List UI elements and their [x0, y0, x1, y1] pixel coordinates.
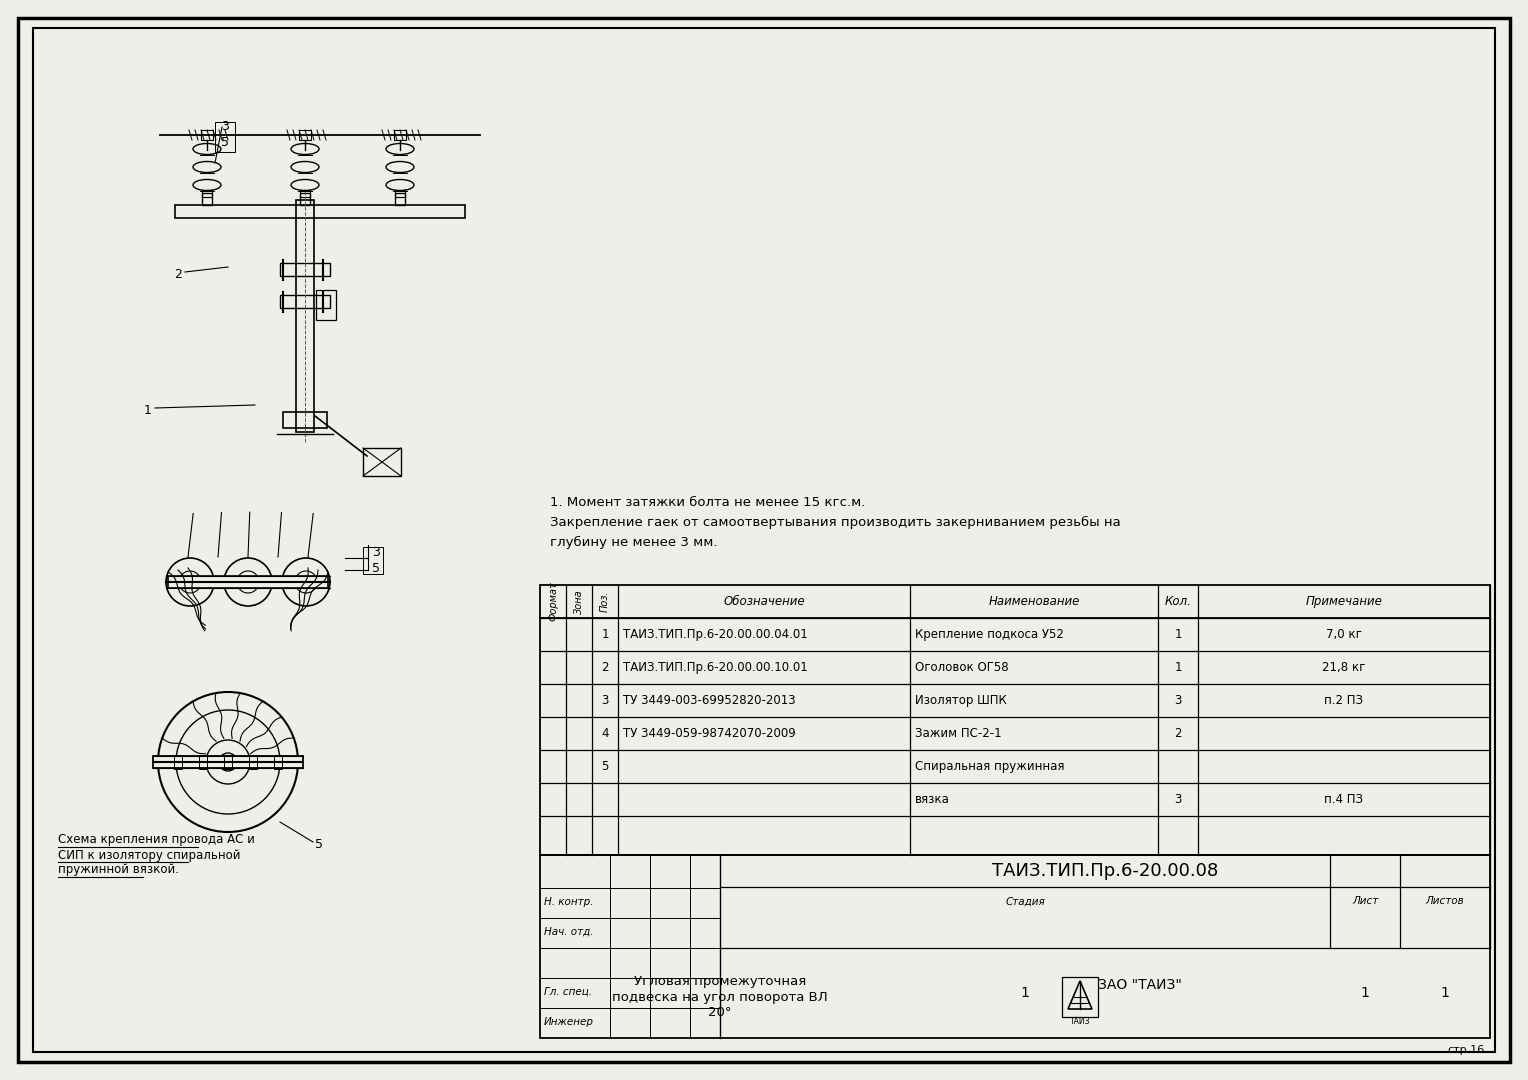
Text: Зона: Зона [575, 590, 584, 613]
Text: 1: 1 [144, 405, 151, 418]
Bar [199, 755, 206, 769]
Text: 5: 5 [371, 563, 380, 576]
Text: Оголовок ОГ58: Оголовок ОГ58 [915, 661, 1008, 674]
Text: 3: 3 [1175, 793, 1181, 806]
Bar [274, 755, 283, 769]
Text: 3: 3 [371, 546, 380, 559]
Text: 3: 3 [222, 121, 229, 134]
Text: 5: 5 [222, 136, 229, 149]
Text: Примечание: Примечание [1305, 595, 1383, 608]
Bar [215, 122, 235, 152]
Bar [299, 130, 312, 140]
Text: Закрепление гаек от самоотвертывания производить закерниванием резьбы на: Закрепление гаек от самоотвертывания про… [550, 515, 1120, 528]
Bar [539, 855, 1490, 1038]
Text: вязка: вязка [915, 793, 950, 806]
Text: Изолятор ШПК: Изолятор ШПК [915, 694, 1007, 707]
Text: Лист: Лист [1352, 896, 1378, 906]
Text: 5: 5 [602, 760, 608, 773]
Text: пружинной вязкой.: пружинной вязкой. [58, 864, 179, 877]
Bar [396, 190, 405, 197]
Text: стр.16: стр.16 [1447, 1045, 1485, 1055]
Text: Обозначение: Обозначение [723, 595, 805, 608]
Text: Инженер: Инженер [544, 1017, 594, 1027]
Text: подвеска на угол поворота ВЛ: подвеска на угол поворота ВЛ [613, 990, 828, 1003]
Text: 2: 2 [174, 268, 182, 281]
Text: ЗАО "ТАИЗ": ЗАО "ТАИЗ" [1099, 978, 1183, 993]
Text: ТУ 3449-059-98742070-2009: ТУ 3449-059-98742070-2009 [623, 727, 796, 740]
Bar [364, 546, 384, 573]
Text: п.2 ПЗ: п.2 ПЗ [1325, 694, 1363, 707]
Text: 1: 1 [1021, 986, 1030, 1000]
Text: 3: 3 [1175, 694, 1181, 707]
Bar [174, 755, 182, 769]
Text: ТАИЗ.ТИП.Пр.6-20.00.00.04.01: ТАИЗ.ТИП.Пр.6-20.00.00.04.01 [623, 627, 808, 642]
Text: Крепление подкоса У52: Крепление подкоса У52 [915, 627, 1063, 642]
Bar [539, 585, 1490, 855]
Text: Гл. спец.: Гл. спец. [544, 987, 593, 997]
Bar [153, 756, 303, 768]
Text: 5: 5 [315, 838, 322, 851]
Bar [316, 291, 336, 320]
Text: 21,8 кг: 21,8 кг [1322, 661, 1366, 674]
Text: 3: 3 [602, 694, 608, 707]
Text: п.4 ПЗ: п.4 ПЗ [1325, 793, 1363, 806]
Text: 20°: 20° [709, 1007, 732, 1020]
Text: Кол.: Кол. [1164, 595, 1192, 608]
Bar [296, 200, 313, 432]
Text: Угловая промежуточная: Угловая промежуточная [634, 974, 807, 987]
Bar [299, 190, 310, 197]
Text: Зажим ПС-2-1: Зажим ПС-2-1 [915, 727, 1002, 740]
Text: ТАИЗ: ТАИЗ [1070, 1016, 1091, 1026]
Bar [364, 448, 400, 476]
Text: 1: 1 [601, 627, 608, 642]
Text: Листов: Листов [1426, 896, 1464, 906]
Text: ТУ 3449-003-69952820-2013: ТУ 3449-003-69952820-2013 [623, 694, 796, 707]
Text: ТАИЗ.ТИП.Пр.6-20.00.00.10.01: ТАИЗ.ТИП.Пр.6-20.00.00.10.01 [623, 661, 808, 674]
Bar [225, 755, 232, 769]
Text: Поз.: Поз. [601, 591, 610, 612]
Bar [176, 205, 465, 218]
Bar [202, 190, 212, 197]
Text: Стадия: Стадия [1005, 896, 1045, 906]
Bar [168, 576, 329, 588]
Bar [283, 411, 327, 428]
Text: 7,0 кг: 7,0 кг [1326, 627, 1361, 642]
Bar [280, 295, 330, 308]
Text: 2: 2 [1174, 727, 1181, 740]
Text: ТАИЗ.ТИП.Пр.6-20.00.08: ТАИЗ.ТИП.Пр.6-20.00.08 [992, 862, 1218, 880]
Bar [394, 130, 406, 140]
Text: 1: 1 [1174, 627, 1181, 642]
Bar [202, 130, 212, 140]
Text: 1: 1 [1360, 986, 1369, 1000]
Text: Наименование: Наименование [989, 595, 1080, 608]
Text: Формат: Формат [549, 582, 558, 621]
Text: Спиральная пружинная: Спиральная пружинная [915, 760, 1065, 773]
Text: 1: 1 [1174, 661, 1181, 674]
Bar [299, 193, 310, 205]
Bar [280, 264, 330, 276]
Bar [249, 755, 257, 769]
Text: Н. контр.: Н. контр. [544, 897, 593, 907]
Text: глубину не менее 3 мм.: глубину не менее 3 мм. [550, 536, 718, 549]
Bar [1062, 977, 1099, 1017]
Text: 1: 1 [1441, 986, 1450, 1000]
Text: Нач. отд.: Нач. отд. [544, 927, 593, 937]
Text: Схема крепления провода АС и: Схема крепления провода АС и [58, 834, 255, 847]
Bar [202, 193, 212, 205]
Text: 2: 2 [601, 661, 608, 674]
Bar [396, 193, 405, 205]
Text: СИП к изолятору спиральной: СИП к изолятору спиральной [58, 849, 240, 862]
Text: 4: 4 [601, 727, 608, 740]
Text: 1. Момент затяжки болта не менее 15 кгс.м.: 1. Момент затяжки болта не менее 15 кгс.… [550, 496, 865, 509]
